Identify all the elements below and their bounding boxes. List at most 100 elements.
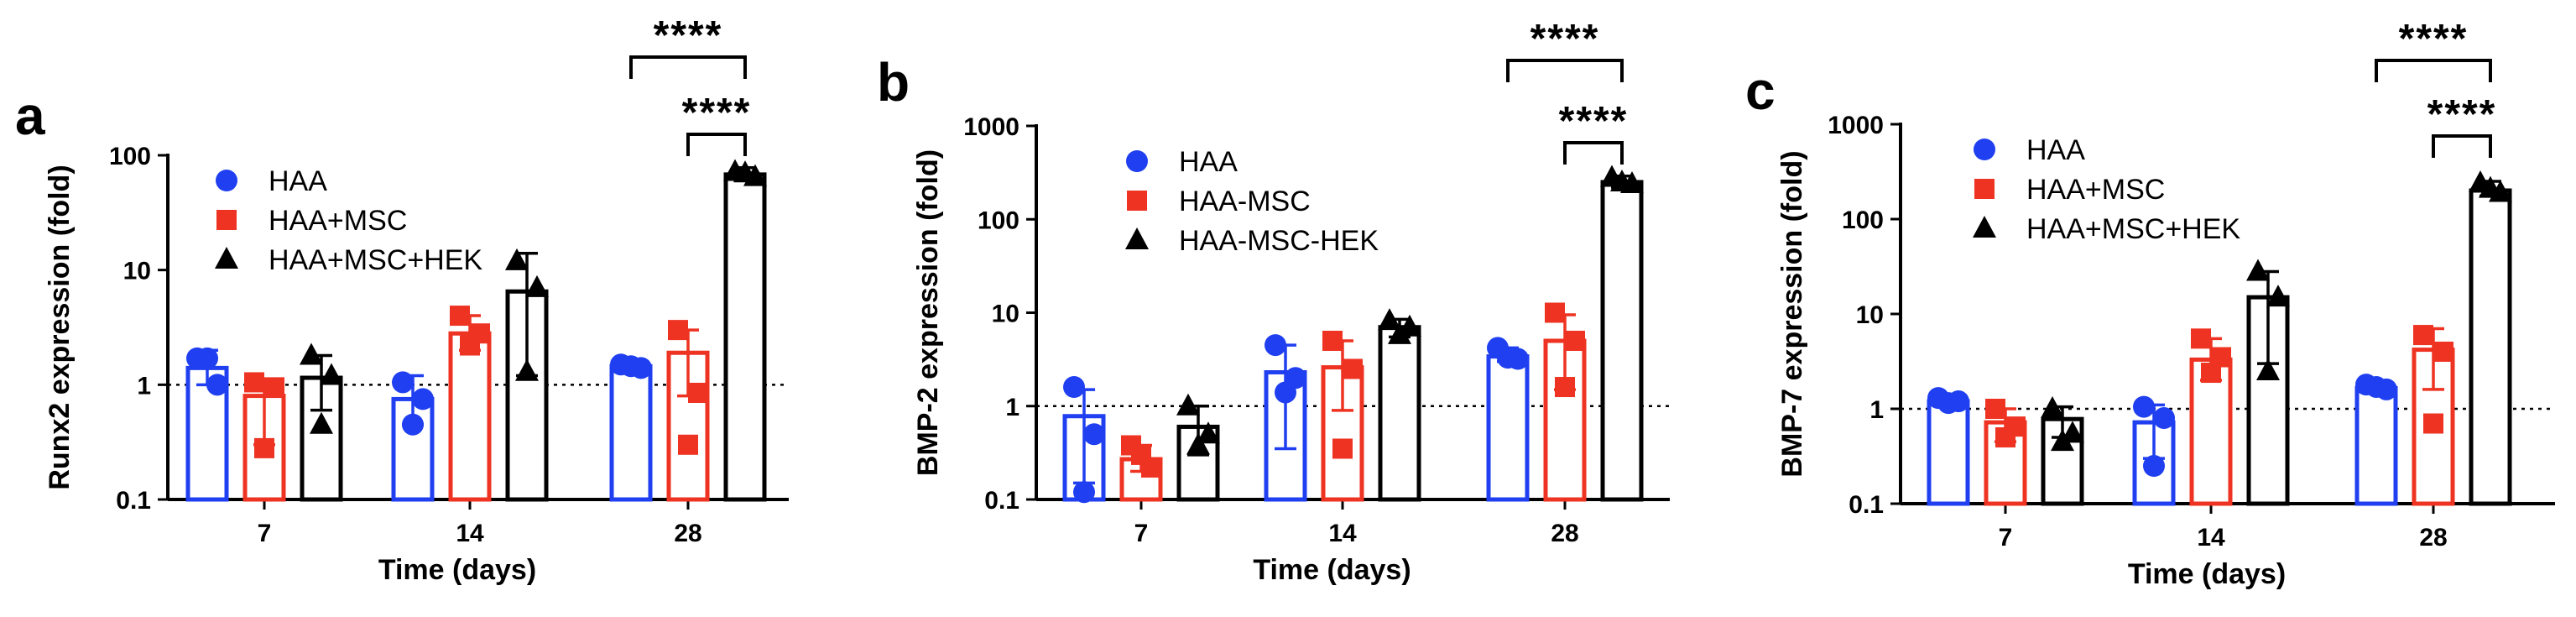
x-axis-title: Time (days): [378, 554, 536, 586]
legend-marker-triangle: [215, 247, 238, 269]
data-point-circle: [2365, 375, 2387, 398]
x-tick-label: 7: [1134, 520, 1149, 547]
significance-bracket: [1563, 141, 1624, 165]
data-point-square: [2201, 363, 2221, 384]
bar-haa: [2354, 385, 2398, 506]
data-point-circle: [1937, 392, 1959, 415]
x-tick-label: 14: [1328, 520, 1357, 547]
data-point-square: [678, 434, 698, 455]
data-point-triangle: [1197, 421, 1220, 444]
data-point-triangle: [320, 363, 343, 385]
x-axis-title: Time (days): [1253, 554, 1411, 586]
legend-label: HAA-MSC-HEK: [1179, 225, 1379, 257]
y-axis-title: Runx2 expression (fold): [44, 165, 76, 489]
legend-marker-triangle: [1973, 216, 1996, 238]
x-tick-label: 14: [456, 520, 484, 547]
data-point-square: [668, 320, 688, 341]
data-point-circle: [2153, 406, 2175, 429]
data-point-square: [450, 306, 470, 327]
x-tick-label: 28: [2419, 524, 2447, 552]
x-tick-label: 28: [674, 520, 701, 547]
bar-haa: [1486, 354, 1530, 502]
y-tick-label: 100: [109, 143, 151, 170]
data-point-triangle: [1610, 169, 1634, 191]
legend-marker-circle: [216, 170, 237, 191]
data-point-triangle: [300, 342, 323, 365]
data-point-circle: [620, 355, 642, 378]
legend-label: HAA: [269, 165, 327, 197]
data-point-square: [1332, 438, 1353, 459]
data-point-square: [1131, 444, 1151, 465]
y-tick-label: 100: [978, 207, 1019, 234]
data-point-circle: [196, 347, 218, 369]
y-tick-label: 0.1: [984, 487, 1019, 515]
legend-label: HAA+MSC: [269, 205, 407, 237]
y-tick-label: 1: [1869, 396, 1884, 424]
data-point-square: [1995, 427, 2015, 448]
x-tick-label: 28: [1551, 520, 1578, 547]
bar-haa: [609, 363, 653, 502]
significance-bracket: [1506, 59, 1624, 82]
data-point-triangle: [1186, 432, 1210, 455]
significance-label: ****: [2399, 17, 2469, 61]
y-axis-title: BMP-2 expression (fold): [912, 149, 944, 476]
y-tick-label: 10: [992, 301, 1019, 328]
data-point-square: [1545, 302, 1565, 323]
y-tick-label: 1: [1005, 394, 1019, 421]
data-point-triangle: [525, 275, 549, 297]
significance-label: ****: [1559, 99, 1629, 144]
x-tick-label: 14: [2197, 524, 2225, 552]
legend-label: HAA+MSC: [2026, 174, 2165, 206]
data-point-circle: [1083, 423, 1105, 446]
data-point-square: [1322, 330, 1343, 351]
data-point-triangle: [1388, 322, 1411, 344]
bar-haa: [1927, 399, 1970, 506]
legend-marker-square: [1974, 179, 1995, 199]
data-point-square: [2423, 413, 2443, 434]
significance-bracket: [2375, 59, 2492, 82]
data-point-circle: [1275, 381, 1296, 404]
legend-label: HAA: [2026, 134, 2085, 166]
data-point-circle: [1063, 376, 1085, 399]
data-point-triangle: [733, 160, 757, 183]
legend-label: HAA+MSC+HEK: [269, 244, 482, 276]
bar-haa-msc-hek: [723, 172, 767, 502]
significance-label: ****: [1530, 17, 1600, 61]
legend-marker-triangle: [1125, 227, 1149, 249]
bar-haa: [391, 396, 435, 502]
data-point-square: [1343, 358, 1363, 379]
significance-bracket: [686, 133, 747, 156]
data-point-circle: [2143, 455, 2165, 478]
data-point-circle: [412, 388, 434, 410]
data-point-circle: [206, 374, 228, 396]
data-point-triangle: [1176, 393, 1200, 416]
panel-b: b 0.1 1 10 100 1000 BMP-2 expression (fold) 7 14…: [877, 17, 1670, 586]
data-point-circle: [402, 413, 424, 436]
data-point-square: [1565, 330, 1585, 351]
data-point-circle: [1073, 481, 1095, 504]
legend-marker-circle: [1126, 150, 1148, 172]
x-tick-label: 7: [258, 520, 272, 547]
data-point-triangle: [310, 411, 333, 434]
bar-haa-msc: [448, 331, 492, 502]
significance-bracket: [629, 55, 747, 79]
data-point-circle: [1265, 334, 1286, 357]
data-point-square: [1985, 399, 2005, 419]
y-tick-label: 1000: [1828, 112, 1884, 139]
panel-letter: c: [1745, 60, 1776, 121]
data-point-triangle: [1378, 308, 1401, 331]
legend-label: HAA: [1179, 146, 1238, 178]
data-point-square: [1555, 377, 1575, 398]
data-point-triangle: [2041, 396, 2064, 418]
data-point-triangle: [2479, 175, 2502, 198]
y-tick-label: 10: [123, 258, 151, 285]
bar-haa-msc-hek: [1600, 180, 1644, 502]
data-point-square: [2413, 325, 2433, 346]
data-point-triangle: [2266, 285, 2290, 307]
data-point-circle: [2133, 395, 2155, 418]
y-tick-label: 1: [137, 372, 151, 400]
y-tick-label: 10: [1856, 301, 1884, 329]
y-tick-label: 1000: [963, 113, 1019, 141]
panel-letter: a: [15, 86, 45, 146]
